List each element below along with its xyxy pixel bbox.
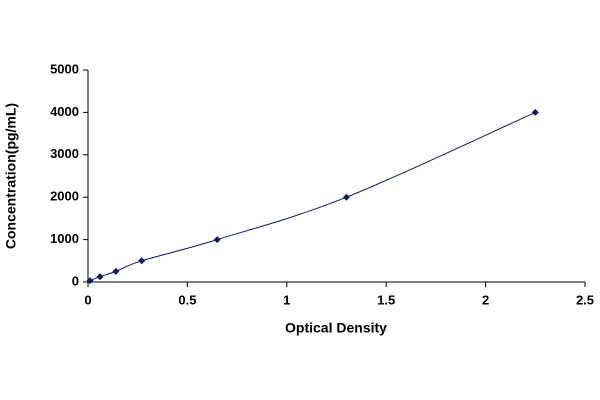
y-tick-label: 2000 xyxy=(50,189,79,204)
y-tick-label: 1000 xyxy=(50,231,79,246)
point xyxy=(86,277,94,285)
x-tick-label: 1 xyxy=(283,292,290,307)
point xyxy=(342,193,350,201)
x-tick-label: 0 xyxy=(84,292,91,307)
x-axis-label: Optical Density xyxy=(285,320,387,336)
point xyxy=(531,108,539,116)
point xyxy=(112,267,120,275)
x-tick-label: 1.5 xyxy=(377,292,395,307)
x-tick-label: 2 xyxy=(482,292,489,307)
point xyxy=(138,257,146,265)
curve xyxy=(89,111,536,282)
point xyxy=(96,273,104,281)
x-tick-label: 2.5 xyxy=(576,292,594,307)
y-tick-label: 0 xyxy=(72,273,79,288)
x-tick-label: 0.5 xyxy=(178,292,196,307)
y-axis-label: Concentration(pg/mL) xyxy=(3,103,19,249)
y-tick-label: 5000 xyxy=(50,61,79,76)
point xyxy=(213,236,221,244)
y-tick-label: 4000 xyxy=(50,104,79,119)
y-tick-label: 3000 xyxy=(50,146,79,161)
